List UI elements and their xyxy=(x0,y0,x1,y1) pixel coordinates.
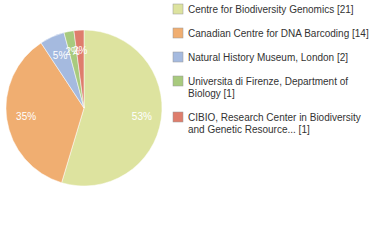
legend-swatch xyxy=(173,28,183,38)
legend-label: Universita di Firenze, Department ofBiol… xyxy=(188,76,348,99)
legend-label: Centre for Biodiversity Genomics [21] xyxy=(188,4,354,15)
legend: Centre for Biodiversity Genomics [21] Can… xyxy=(173,4,369,135)
legend-swatch xyxy=(173,4,183,14)
slice xyxy=(74,30,84,108)
data-labels: 53%35%5%2%2% xyxy=(16,45,152,123)
pie xyxy=(6,30,162,186)
data-label: 2% xyxy=(73,45,88,56)
data-label: 53% xyxy=(132,111,152,122)
legend-swatch xyxy=(173,52,183,62)
legend-swatch xyxy=(173,76,183,86)
slice xyxy=(64,31,84,108)
legend-swatch xyxy=(173,112,183,122)
legend-label: Canadian Centre for DNA Barcoding [14] xyxy=(188,28,369,39)
legend-label: Natural History Museum, London [2] xyxy=(188,52,348,63)
chart: 53%35%5%2%2%Centre for Biodiversity Geno… xyxy=(0,0,380,240)
legend-label: CIBIO, Research Center in Biodiversityan… xyxy=(188,112,361,135)
data-label: 35% xyxy=(16,111,36,122)
